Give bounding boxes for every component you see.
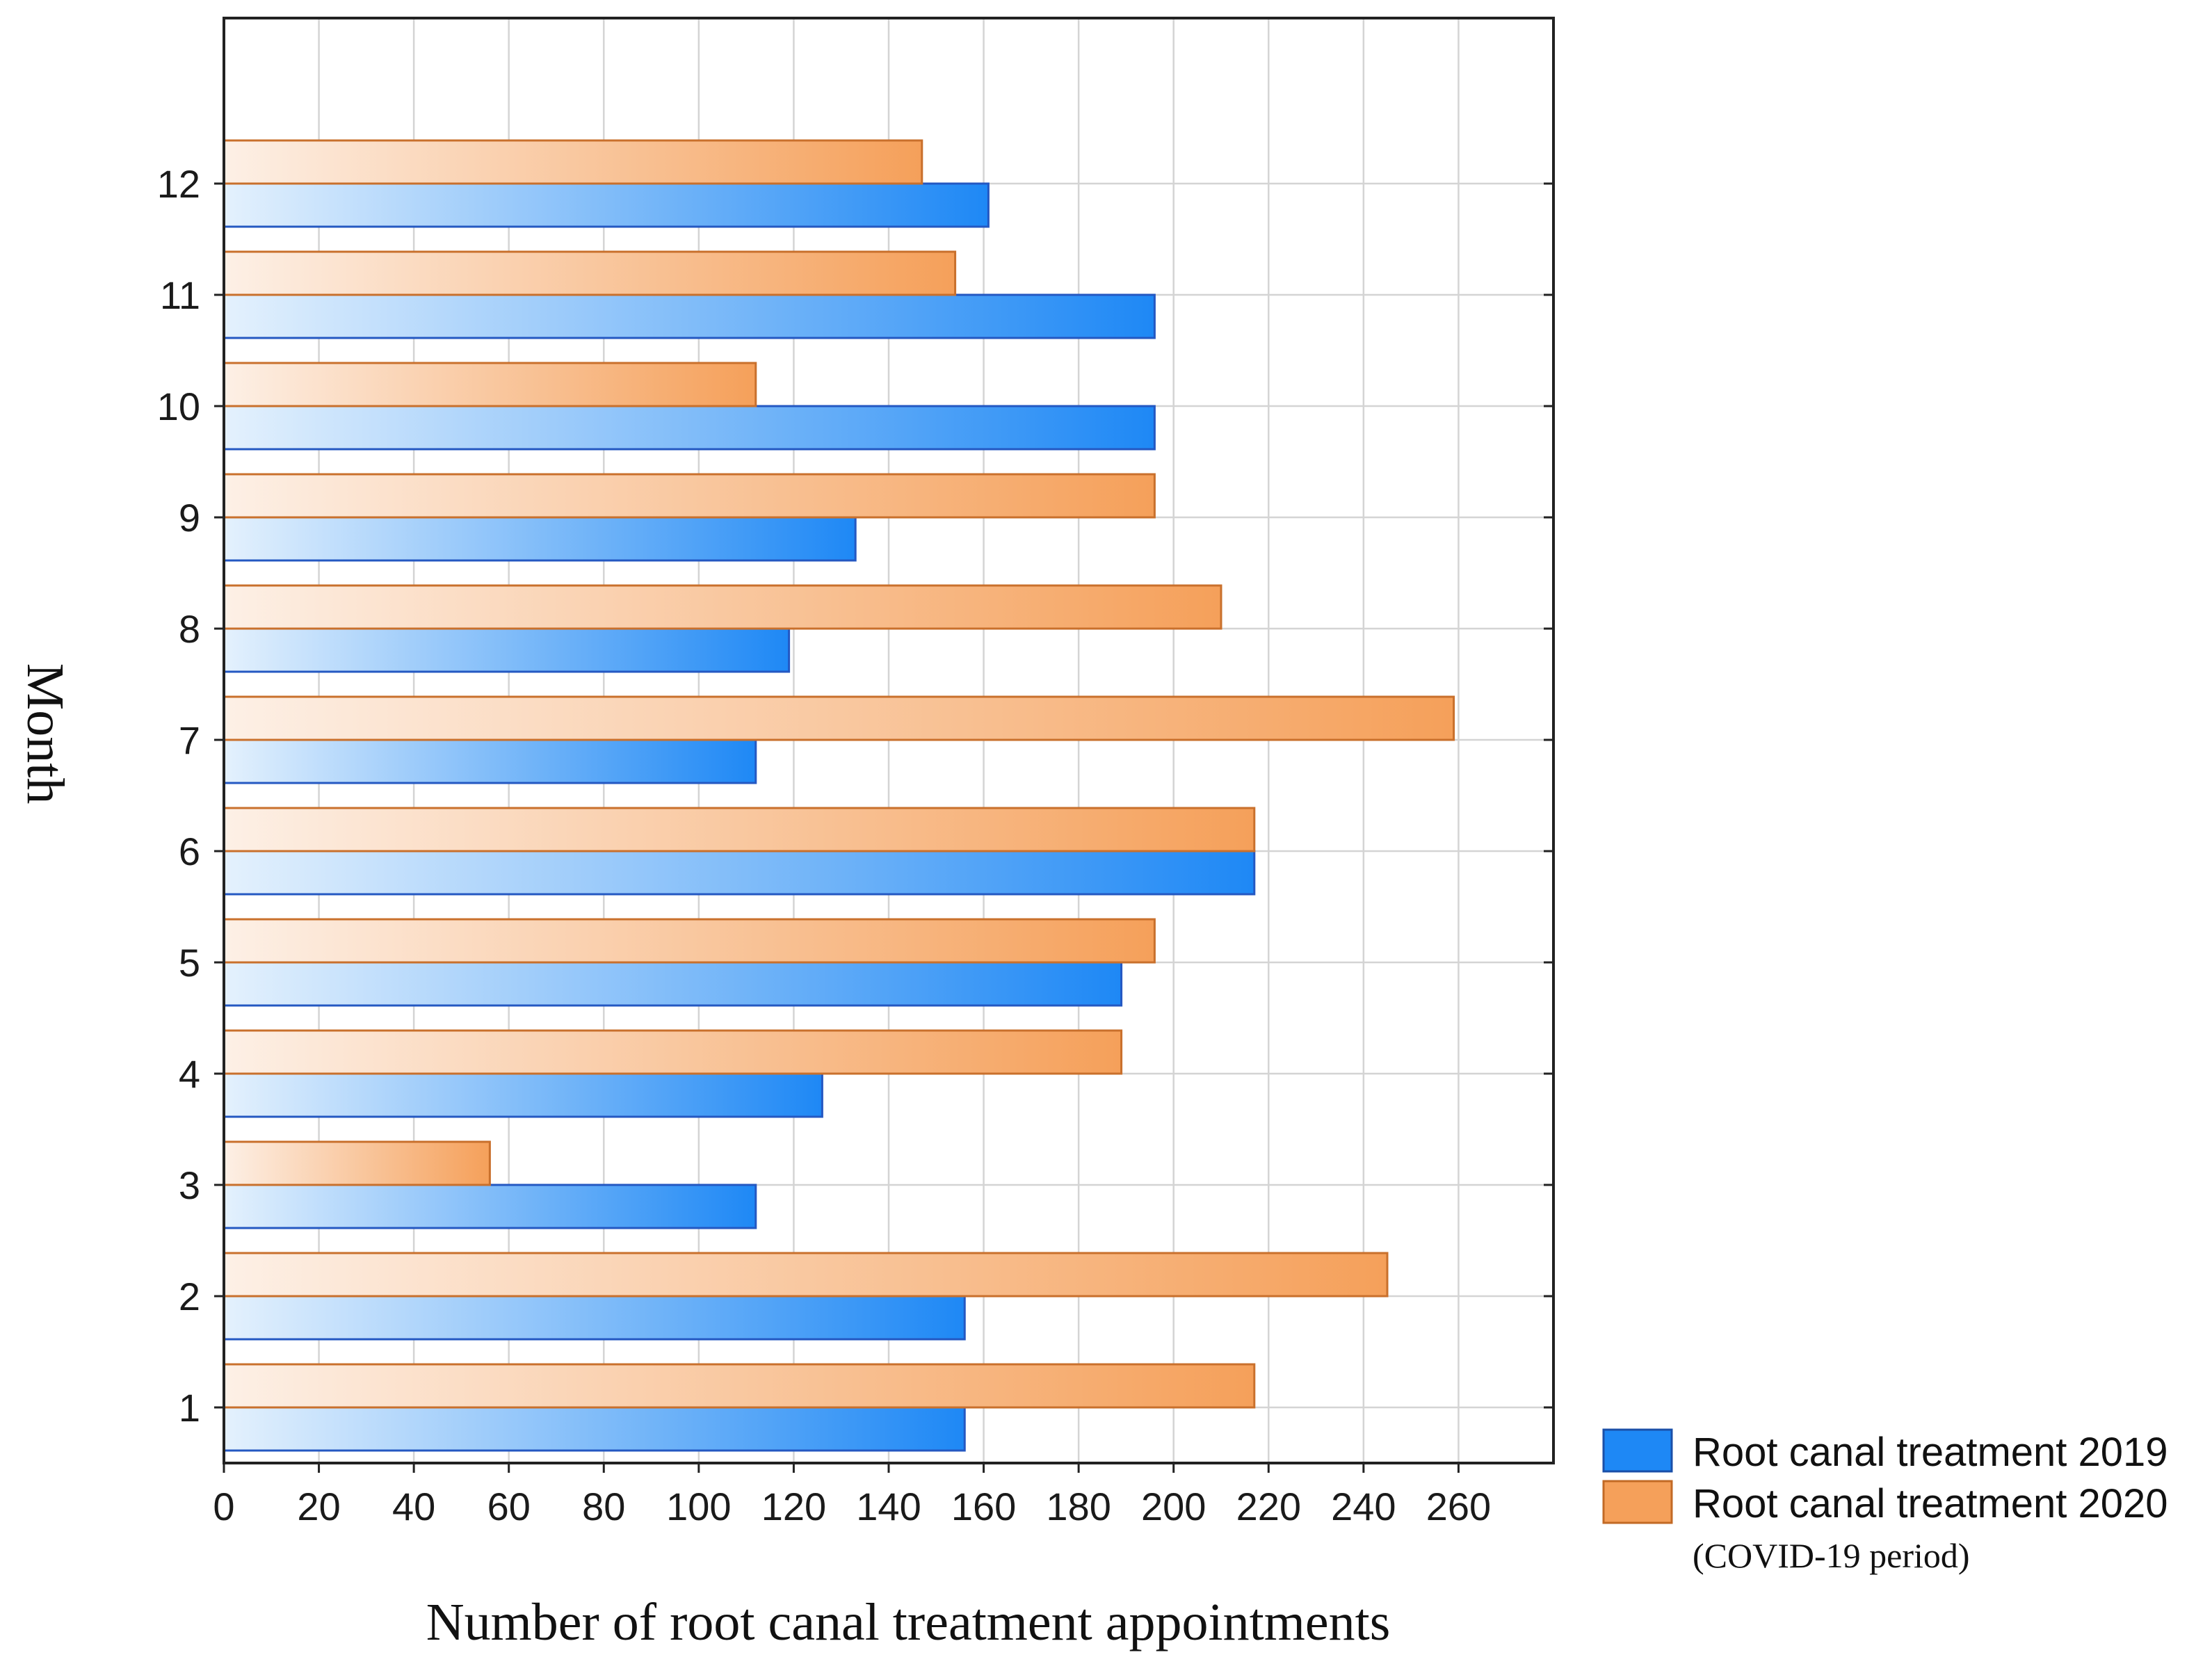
bar-2019-month-11 bbox=[223, 293, 1156, 339]
bar-2019-month-10 bbox=[223, 405, 1156, 451]
bar-2019-month-6 bbox=[223, 850, 1256, 896]
y-tick-label: 4 bbox=[179, 1052, 200, 1096]
x-tick-label: 60 bbox=[487, 1485, 531, 1528]
bar-2020-month-1 bbox=[223, 1363, 1256, 1409]
bar-2019-month-1 bbox=[223, 1406, 966, 1452]
legend: Root canal treatment 2019 Root canal tre… bbox=[1602, 1428, 2168, 1575]
bar-2019-month-12 bbox=[223, 182, 990, 228]
y-tick-label: 2 bbox=[179, 1275, 200, 1318]
y-tick-label: 7 bbox=[179, 718, 200, 762]
bar-2019-month-4 bbox=[223, 1072, 823, 1118]
legend-label-2019: Root canal treatment 2019 bbox=[1693, 1430, 2168, 1475]
bar-2020-month-10 bbox=[223, 362, 757, 407]
bar-2019-month-8 bbox=[223, 627, 791, 673]
bar-2019-month-7 bbox=[223, 738, 757, 784]
bar-2019-month-2 bbox=[223, 1295, 966, 1341]
bar-2020-month-8 bbox=[223, 584, 1222, 630]
legend-label-2020: Root canal treatment 2020 bbox=[1693, 1481, 2168, 1526]
legend-note-covid: (COVID-19 period) bbox=[1693, 1536, 1970, 1575]
bar-2020-month-12 bbox=[223, 139, 923, 185]
bar-2020-month-2 bbox=[223, 1252, 1389, 1298]
y-axis-title: Month bbox=[16, 663, 74, 805]
legend-swatch-2020 bbox=[1602, 1480, 1673, 1524]
x-tick-label: 220 bbox=[1236, 1485, 1301, 1528]
bar-2019-month-9 bbox=[223, 516, 857, 562]
y-tick-label: 1 bbox=[179, 1386, 200, 1430]
bar-2020-month-7 bbox=[223, 695, 1455, 741]
x-tick-label: 260 bbox=[1426, 1485, 1491, 1528]
bar-2020-month-11 bbox=[223, 250, 957, 296]
x-axis-title: Number of root canal treatment appointme… bbox=[426, 1593, 1391, 1651]
x-tick-label: 100 bbox=[666, 1485, 731, 1528]
y-tick-label: 5 bbox=[179, 941, 200, 985]
x-tick-label: 0 bbox=[213, 1485, 234, 1528]
x-tick-label: 180 bbox=[1046, 1485, 1111, 1528]
y-tick-label: 8 bbox=[179, 607, 200, 651]
x-tick-label: 240 bbox=[1331, 1485, 1396, 1528]
y-tick-label: 9 bbox=[179, 496, 200, 540]
axis-ticks: 0 20 40 60 80 100 120 140 160 180 200 220 240 2601234… bbox=[157, 162, 1553, 1528]
x-tick-label: 120 bbox=[761, 1485, 826, 1528]
bar-2020-month-5 bbox=[223, 918, 1156, 964]
x-tick-label: 20 bbox=[297, 1485, 340, 1528]
x-tick-label: 80 bbox=[582, 1485, 625, 1528]
y-tick-label: 6 bbox=[179, 830, 200, 873]
bar-2019-month-3 bbox=[223, 1184, 757, 1229]
x-tick-label: 40 bbox=[392, 1485, 435, 1528]
x-tick-label: 140 bbox=[856, 1485, 921, 1528]
legend-swatch-2019 bbox=[1602, 1428, 1673, 1473]
y-tick-label: 10 bbox=[157, 385, 200, 428]
bar-2020-month-3 bbox=[223, 1140, 491, 1186]
bar-2020-month-6 bbox=[223, 807, 1256, 853]
bar-2019-month-5 bbox=[223, 961, 1123, 1007]
x-tick-label: 200 bbox=[1141, 1485, 1206, 1528]
bar-2020-month-9 bbox=[223, 473, 1156, 519]
y-tick-label: 11 bbox=[160, 273, 200, 317]
y-tick-label: 12 bbox=[157, 162, 200, 206]
y-tick-label: 3 bbox=[179, 1163, 200, 1207]
bar-2020-month-4 bbox=[223, 1029, 1123, 1075]
x-tick-label: 160 bbox=[951, 1485, 1016, 1528]
